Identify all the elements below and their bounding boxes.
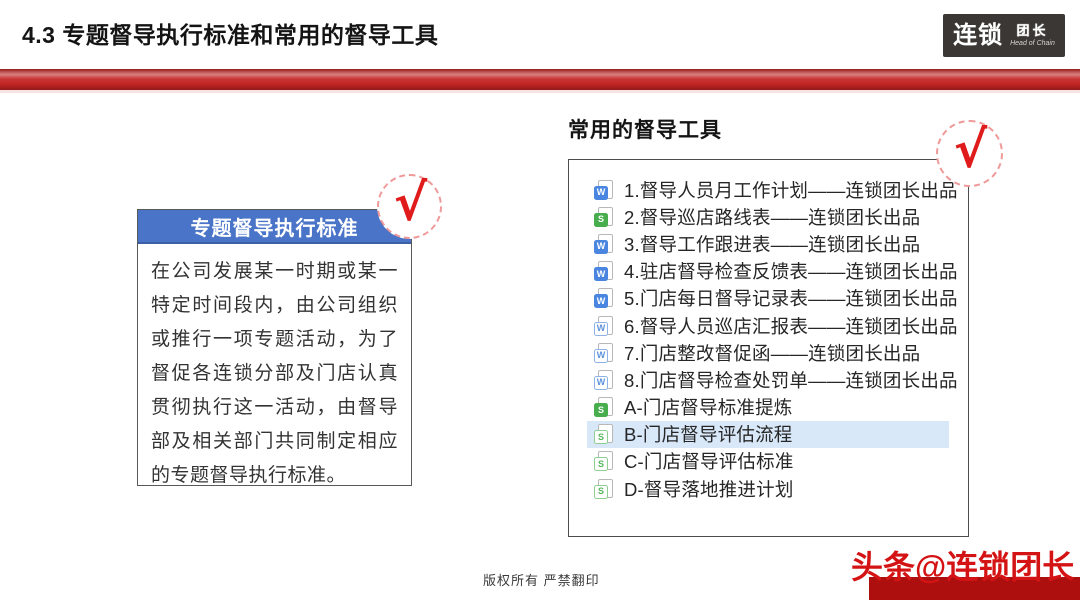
document-type-badge: W	[594, 294, 608, 309]
tool-label: D-督导落地推进计划	[624, 478, 794, 500]
checkmark-badge-right: √	[936, 120, 1003, 187]
document-icon: W	[594, 342, 613, 363]
document-type-badge: S	[594, 457, 608, 472]
tools-title: 常用的督导工具	[568, 119, 722, 142]
document-icon: S	[594, 478, 613, 499]
tool-list-item[interactable]: S C-门店督导评估标准	[587, 448, 949, 475]
document-icon: W	[594, 288, 613, 309]
logo-text-secondary: 团长	[1016, 23, 1049, 38]
document-type-badge: S	[594, 484, 608, 499]
document-type-badge: W	[594, 321, 608, 336]
divider-bar	[0, 69, 1080, 93]
logo-text-primary: 连锁	[953, 21, 1004, 49]
tool-label: 8.门店督导检查处罚单——连锁团长出品	[624, 369, 958, 391]
check-icon: √	[393, 173, 428, 232]
tool-list-item[interactable]: W 3.督导工作跟进表——连锁团长出品	[587, 230, 949, 257]
document-icon: S	[594, 206, 613, 227]
document-type-badge: S	[594, 403, 608, 418]
logo-right-block: 团长 Head of Chain	[1010, 24, 1055, 47]
checkmark-badge-left: √	[377, 174, 442, 239]
tool-label: 2.督导巡店路线表——连锁团长出品	[624, 206, 921, 228]
tool-list-item[interactable]: W 7.门店整改督促函——连锁团长出品	[587, 339, 949, 366]
footer-ribbon	[869, 577, 1080, 600]
document-icon: S	[594, 451, 613, 472]
document-type-badge: S	[594, 430, 608, 445]
tool-label: 5.门店每日督导记录表——连锁团长出品	[624, 288, 958, 310]
document-icon: W	[594, 369, 613, 390]
standard-panel-title: 专题督导执行标准	[138, 210, 411, 244]
tools-panel: W 1.督导人员月工作计划——连锁团长出品 S 2.督导巡店路线表——连锁团长出…	[568, 159, 969, 537]
document-icon: S	[594, 424, 613, 445]
tool-list-item[interactable]: S D-督导落地推进计划	[587, 475, 949, 502]
tool-list-item[interactable]: W 8.门店督导检查处罚单——连锁团长出品	[587, 366, 958, 393]
document-icon: W	[594, 315, 613, 336]
tool-list-item[interactable]: S B-门店督导评估流程	[587, 420, 949, 448]
document-type-badge: W	[594, 185, 608, 200]
document-type-badge: W	[594, 239, 608, 254]
page-title: 4.3 专题督导执行标准和常用的督导工具	[22, 22, 439, 48]
copyright-text: 版权所有 严禁翻印	[483, 573, 600, 588]
standard-panel: 专题督导执行标准 在公司发展某一时期或某一特定时间段内，由公司组织或推行一项专题…	[137, 209, 412, 486]
tool-label: A-门店督导标准提炼	[624, 397, 793, 419]
document-type-badge: W	[594, 375, 608, 390]
tool-list-item[interactable]: S 2.督导巡店路线表——连锁团长出品	[587, 203, 949, 230]
tool-label: 4.驻店督导检查反馈表——连锁团长出品	[624, 261, 958, 283]
tool-label: 1.督导人员月工作计划——连锁团长出品	[624, 179, 958, 201]
document-icon: S	[594, 397, 613, 418]
tool-list-item[interactable]: S A-门店督导标准提炼	[587, 394, 949, 421]
document-icon: W	[594, 179, 613, 200]
watermark-text: 头条@连锁团长	[851, 549, 1075, 585]
document-type-badge: W	[594, 267, 608, 282]
document-icon: W	[594, 233, 613, 254]
tool-label: 7.门店整改督促函——连锁团长出品	[624, 342, 921, 364]
tool-label: C-门店督导评估标准	[624, 451, 794, 473]
document-icon: W	[594, 261, 613, 282]
brand-logo: 连锁 团长 Head of Chain	[943, 14, 1065, 57]
document-type-badge: W	[594, 348, 608, 363]
logo-tagline: Head of Chain	[1010, 40, 1055, 47]
tool-list-item[interactable]: W 6.督导人员巡店汇报表——连锁团长出品	[587, 312, 958, 339]
document-type-badge: S	[594, 212, 608, 227]
tool-list-item[interactable]: W 1.督导人员月工作计划——连锁团长出品	[587, 176, 958, 203]
tool-list: W 1.督导人员月工作计划——连锁团长出品 S 2.督导巡店路线表——连锁团长出…	[569, 160, 968, 502]
standard-panel-body: 在公司发展某一时期或某一特定时间段内，由公司组织或推行一项专题活动，为了督促各连…	[151, 261, 398, 486]
tool-list-item[interactable]: W 5.门店每日督导记录表——连锁团长出品	[587, 285, 958, 312]
tool-label: B-门店督导评估流程	[624, 424, 793, 446]
tool-label: 6.督导人员巡店汇报表——连锁团长出品	[624, 315, 958, 337]
check-icon: √	[953, 120, 988, 179]
tool-list-item[interactable]: W 4.驻店督导检查反馈表——连锁团长出品	[587, 258, 958, 285]
tool-label: 3.督导工作跟进表——连锁团长出品	[624, 233, 921, 255]
